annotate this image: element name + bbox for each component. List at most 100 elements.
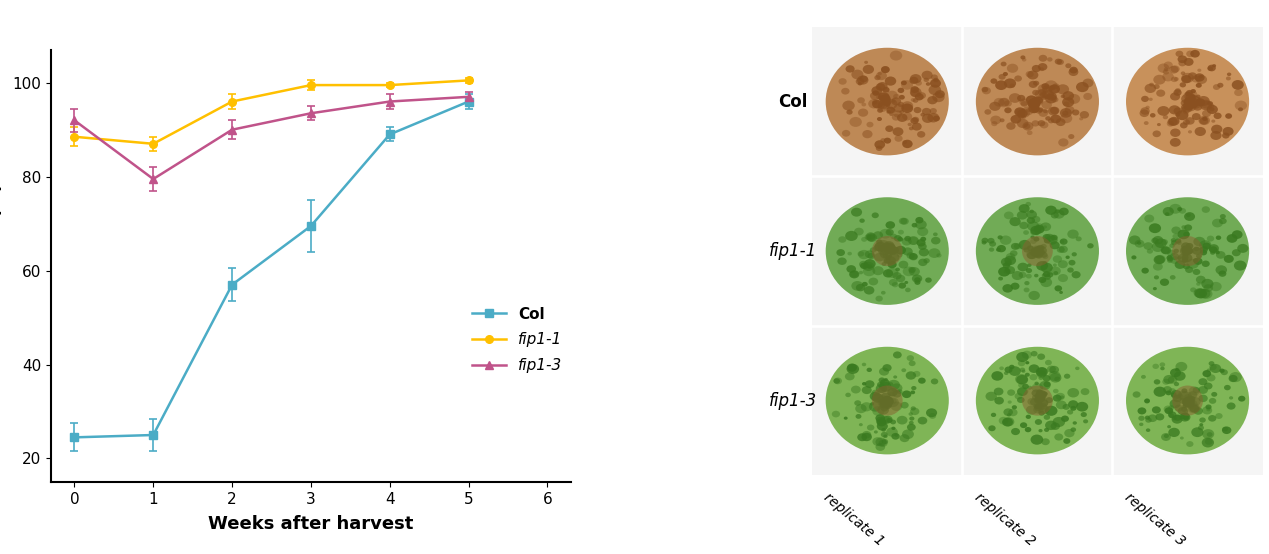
Circle shape (1015, 374, 1028, 384)
Circle shape (1185, 98, 1193, 104)
Circle shape (1147, 414, 1157, 422)
Circle shape (1187, 90, 1193, 95)
Circle shape (1167, 425, 1171, 428)
Circle shape (1034, 248, 1041, 254)
Circle shape (986, 392, 997, 401)
Circle shape (1197, 96, 1209, 106)
Circle shape (1025, 274, 1032, 279)
Circle shape (1181, 413, 1189, 419)
Circle shape (924, 78, 929, 82)
Circle shape (879, 398, 888, 405)
Circle shape (1010, 84, 1015, 88)
Circle shape (888, 255, 892, 258)
Circle shape (862, 282, 868, 286)
Circle shape (1038, 55, 1047, 61)
Circle shape (1199, 75, 1203, 78)
Circle shape (1023, 230, 1029, 235)
Circle shape (879, 379, 890, 387)
Circle shape (882, 396, 892, 404)
Circle shape (1043, 225, 1047, 228)
Circle shape (883, 269, 893, 278)
Circle shape (1170, 256, 1180, 264)
Circle shape (1145, 398, 1150, 403)
Circle shape (1046, 94, 1057, 104)
Circle shape (881, 243, 892, 252)
Circle shape (1145, 418, 1152, 423)
Circle shape (865, 232, 876, 240)
Circle shape (994, 388, 1004, 396)
Circle shape (1034, 274, 1038, 278)
Circle shape (994, 98, 1005, 107)
Circle shape (1044, 238, 1051, 243)
Circle shape (1212, 64, 1216, 68)
Circle shape (867, 424, 874, 430)
Circle shape (1155, 255, 1166, 264)
Circle shape (1181, 254, 1193, 262)
Circle shape (1160, 367, 1165, 370)
Circle shape (888, 249, 896, 255)
Circle shape (1048, 107, 1058, 115)
Circle shape (1207, 105, 1218, 114)
Circle shape (868, 253, 876, 259)
Circle shape (933, 233, 938, 236)
Circle shape (1046, 206, 1057, 215)
Circle shape (1043, 234, 1051, 240)
Circle shape (864, 61, 868, 64)
Circle shape (989, 425, 996, 431)
Circle shape (910, 391, 915, 394)
Circle shape (1209, 107, 1214, 111)
Circle shape (1209, 364, 1217, 370)
Circle shape (917, 378, 925, 384)
Circle shape (1216, 265, 1227, 275)
Circle shape (1043, 381, 1051, 387)
Circle shape (1039, 92, 1047, 98)
Circle shape (1033, 403, 1039, 408)
Circle shape (1208, 244, 1220, 253)
Circle shape (1034, 397, 1043, 404)
Circle shape (878, 240, 890, 249)
Circle shape (1071, 252, 1077, 257)
Circle shape (1011, 271, 1023, 280)
Circle shape (1072, 110, 1080, 115)
Circle shape (897, 88, 905, 93)
Circle shape (1154, 379, 1160, 384)
Circle shape (1009, 217, 1020, 226)
Circle shape (1175, 260, 1185, 269)
Circle shape (1211, 392, 1217, 397)
Circle shape (902, 140, 907, 144)
Circle shape (1030, 107, 1034, 110)
Circle shape (1185, 98, 1194, 105)
Circle shape (1164, 434, 1169, 438)
Circle shape (1199, 240, 1212, 250)
Circle shape (1156, 90, 1165, 97)
Circle shape (1068, 134, 1075, 139)
Text: replicate 1: replicate 1 (821, 491, 887, 549)
Circle shape (1075, 367, 1080, 370)
Circle shape (1038, 411, 1044, 416)
Circle shape (886, 125, 893, 132)
Circle shape (1184, 92, 1193, 100)
Circle shape (1014, 393, 1023, 399)
Circle shape (892, 127, 904, 136)
Circle shape (1165, 212, 1170, 216)
Circle shape (1178, 55, 1188, 63)
Circle shape (859, 75, 868, 83)
Circle shape (1183, 404, 1188, 408)
Circle shape (1184, 58, 1194, 66)
Circle shape (881, 400, 892, 409)
Circle shape (1152, 363, 1159, 369)
Circle shape (1032, 90, 1039, 95)
Circle shape (1192, 75, 1200, 83)
Circle shape (1164, 386, 1171, 393)
Circle shape (1051, 235, 1058, 240)
Circle shape (910, 117, 919, 124)
Circle shape (914, 107, 921, 113)
Circle shape (1160, 279, 1169, 286)
Circle shape (1140, 109, 1148, 117)
Circle shape (1068, 68, 1079, 76)
Circle shape (1170, 368, 1181, 377)
Circle shape (1188, 98, 1195, 105)
Circle shape (879, 367, 890, 376)
Circle shape (1213, 84, 1221, 90)
Circle shape (1232, 80, 1244, 90)
